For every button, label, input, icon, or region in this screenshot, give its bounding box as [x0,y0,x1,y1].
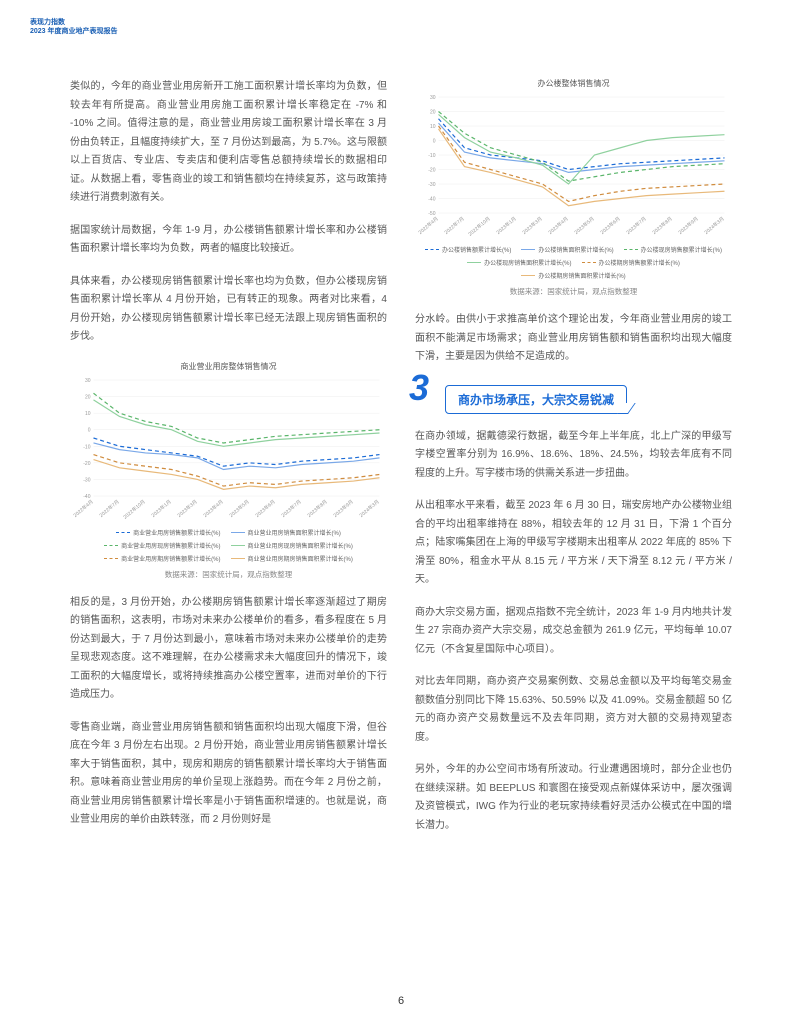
svg-text:2023年9月: 2023年9月 [677,215,700,236]
chart1-title: 商业营业用房整体销售情况 [70,361,387,372]
svg-text:-40: -40 [428,197,435,203]
legend-item: 商业营业用房销售额累计增长(%) [116,528,220,537]
chart2: -50-40-30-20-1001020302022年4月2022年7月2022… [415,93,732,243]
svg-text:-10: -10 [428,153,435,159]
para-l5: 零售商业端，商业营业用房销售额和销售面积均出现大幅度下滑，但谷底在今年 3 月份… [70,719,387,830]
section3-num: 3 [409,367,429,409]
svg-text:2022年4月: 2022年4月 [72,498,95,519]
svg-text:2023年8月: 2023年8月 [306,498,329,519]
svg-text:20: 20 [430,110,436,116]
svg-text:0: 0 [433,139,436,145]
legend-item: 办公楼现房销售面积累计增长(%) [467,258,571,267]
svg-text:2023年4月: 2023年4月 [202,498,225,519]
para-r1: 分水岭。由供小于求推高单价这个理论出发，今年商业营业用房的竣工面积不能满足市场需… [415,311,732,367]
svg-text:20: 20 [85,394,91,400]
svg-text:2023年6月: 2023年6月 [254,498,277,519]
para-s3-5: 另外，今年的办公空间市场有所波动。行业遭遇困境时，部分企业也仍在继续深耕。如 B… [415,761,732,835]
svg-text:2023年1月: 2023年1月 [150,498,173,519]
legend-item: 办公楼期房销售额累计增长(%) [582,258,680,267]
legend-item: 商业营业用房现房销售额累计增长(%) [104,541,220,550]
page-number: 6 [0,995,802,1007]
para-l1: 类似的，今年的商业营业用房新开工施工面积累计增长率均为负数，但较去年有所提高。商… [70,78,387,208]
svg-text:-30: -30 [83,477,90,483]
svg-text:2023年1月: 2023年1月 [495,215,518,236]
chart1-legend: 商业营业用房销售额累计增长(%) 商业营业用房销售面积累计增长(%) 商业营业用房现… [70,528,387,563]
legend-item: 商业营业用房销售面积累计增长(%) [231,528,341,537]
para-l2: 据国家统计局数据，今年 1-9 月，办公楼销售额累计增长率和办公楼销售面积累计增… [70,222,387,259]
chart2-block: 办公楼整体销售情况 -50-40-30-20-1001020302022年4月2… [415,78,732,297]
svg-text:30: 30 [85,378,91,384]
legend-item: 商业营业用房现房销售面积累计增长(%) [231,541,353,550]
svg-text:2023年7月: 2023年7月 [625,215,648,236]
svg-text:2023年5月: 2023年5月 [573,215,596,236]
svg-text:2022年10月: 2022年10月 [467,215,492,238]
svg-text:2023年6月: 2023年6月 [599,215,622,236]
report-header: 表现力指数 2023 年度商业地产表现报告 [30,18,118,36]
svg-text:2024年3月: 2024年3月 [358,498,381,519]
chart1: -40-30-20-1001020302022年4月2022年7月2022年10… [70,376,387,526]
svg-text:2023年8月: 2023年8月 [651,215,674,236]
svg-text:2023年3月: 2023年3月 [176,498,199,519]
svg-text:2023年5月: 2023年5月 [228,498,251,519]
legend-item: 办公楼期房销售面积累计增长(%) [521,271,625,280]
section3-marker: 3 商办市场承压，大宗交易锐减 [415,385,732,414]
svg-text:10: 10 [430,124,436,130]
para-s3-1: 在商办领域，据戴德梁行数据，截至今年上半年底，北上广深的甲级写字楼空置率分别为 … [415,428,732,484]
legend-item: 办公楼现房销售额累计增长(%) [624,245,722,254]
legend-item: 办公楼销售额累计增长(%) [425,245,511,254]
para-s3-3: 商办大宗交易方面，据观点指数不完全统计，2023 年 1-9 月内地共计发生 2… [415,604,732,660]
main-content: 类似的，今年的商业营业用房新开工施工面积累计增长率均为负数，但较去年有所提高。商… [70,78,732,981]
para-l4: 相反的是，3 月份开始，办公楼期房销售额累计增长率逐渐超过了期房的销售面积，这表… [70,594,387,705]
para-s3-2: 从出租率水平来看，截至 2023 年 6 月 30 日，瑞安房地产办公楼物业组合… [415,497,732,590]
svg-text:2023年4月: 2023年4月 [547,215,570,236]
chart2-legend: 办公楼销售额累计增长(%) 办公楼销售面积累计增长(%) 办公楼现房销售额累计增长(… [415,245,732,280]
svg-text:0: 0 [88,427,91,433]
svg-text:-10: -10 [83,444,90,450]
svg-text:2024年3月: 2024年3月 [703,215,726,236]
svg-text:2022年10月: 2022年10月 [122,498,147,521]
svg-text:10: 10 [85,411,91,417]
svg-text:-20: -20 [428,168,435,174]
para-l3: 具体来看，办公楼现房销售额累计增长率也均为负数，但办公楼现房销售面积累计增长率从… [70,273,387,347]
svg-text:2022年4月: 2022年4月 [417,215,440,236]
para-s3-4: 对比去年同期，商办资产交易案例数、交易总金额以及平均每笔交易金额数值分别同比下降… [415,673,732,747]
svg-text:-20: -20 [83,460,90,466]
svg-text:2022年7月: 2022年7月 [98,498,121,519]
chart1-source: 数据来源：国家统计局，观点指数整理 [70,569,387,580]
legend-item: 商业营业用房期房销售额累计增长(%) [104,554,220,563]
svg-text:-30: -30 [428,182,435,188]
svg-text:2023年9月: 2023年9月 [332,498,355,519]
svg-text:2022年7月: 2022年7月 [443,215,466,236]
chart2-source: 数据来源：国家统计局，观点指数整理 [415,286,732,297]
legend-item: 办公楼销售面积累计增长(%) [521,245,613,254]
svg-text:2023年3月: 2023年3月 [521,215,544,236]
svg-text:2023年7月: 2023年7月 [280,498,303,519]
legend-item: 商业营业用房期房销售面积累计增长(%) [231,554,353,563]
header-line2: 2023 年度商业地产表现报告 [30,27,118,36]
chart1-block: 商业营业用房整体销售情况 -40-30-20-1001020302022年4月2… [70,361,387,580]
svg-text:30: 30 [430,95,436,101]
section3-title: 商办市场承压，大宗交易锐减 [445,385,627,414]
header-line1: 表现力指数 [30,18,118,27]
chart2-title: 办公楼整体销售情况 [415,78,732,89]
